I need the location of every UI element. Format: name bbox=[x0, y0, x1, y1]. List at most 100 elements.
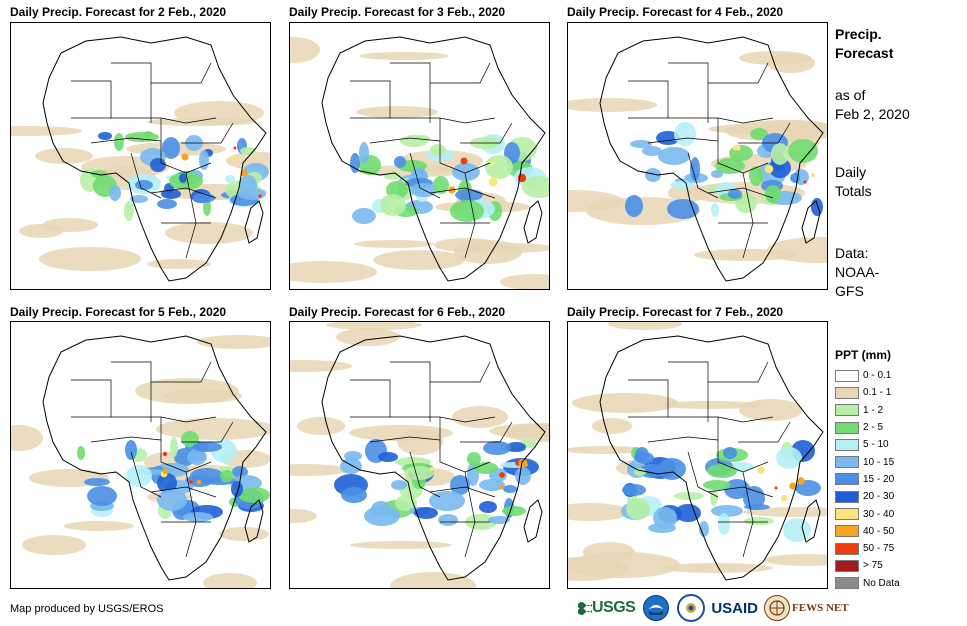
precip-area bbox=[359, 142, 369, 164]
country-border bbox=[181, 421, 234, 443]
totals-line1: Daily bbox=[835, 164, 867, 180]
country-border bbox=[151, 62, 212, 84]
legend-item: 5 - 10 bbox=[835, 436, 900, 453]
heavy-precip-spot bbox=[181, 153, 189, 161]
panel-title-6: Daily Precip. Forecast for 7 Feb., 2020 bbox=[567, 305, 784, 319]
country-border bbox=[369, 436, 441, 443]
legend-item: 50 - 75 bbox=[835, 540, 900, 557]
precip-area bbox=[715, 158, 745, 174]
country-border bbox=[150, 486, 217, 498]
precip-area bbox=[723, 447, 737, 459]
legend-item: 40 - 50 bbox=[835, 523, 900, 540]
precip-area bbox=[771, 143, 789, 165]
heavy-precip-spot bbox=[490, 162, 494, 166]
usaid-logo-text: USAID bbox=[711, 599, 759, 617]
usgs-wave-icon bbox=[578, 602, 592, 615]
madagascar-outline bbox=[244, 499, 264, 543]
precip-area bbox=[179, 173, 187, 183]
precip-map bbox=[568, 36, 827, 282]
panel-title-1: Daily Precip. Forecast for 2 Feb., 2020 bbox=[10, 5, 227, 19]
country-border bbox=[111, 117, 217, 124]
precip-map bbox=[11, 36, 270, 282]
legend-item: No Data bbox=[835, 575, 900, 592]
legend-label: 5 - 10 bbox=[863, 439, 889, 451]
precip-area bbox=[157, 199, 177, 209]
precip-area bbox=[635, 447, 649, 463]
precip-area bbox=[711, 505, 743, 517]
country-border bbox=[464, 471, 476, 558]
madagascar-outline bbox=[523, 499, 543, 543]
heavy-precip-spot bbox=[764, 164, 774, 174]
country-border bbox=[687, 152, 719, 199]
country-border bbox=[430, 62, 491, 84]
precip-area bbox=[135, 180, 153, 190]
legend-item: > 75 bbox=[835, 557, 900, 574]
precip-map bbox=[290, 322, 549, 588]
map-panel-6 bbox=[567, 321, 828, 589]
africa-outline bbox=[599, 335, 824, 581]
heavy-precip-spot bbox=[460, 157, 468, 165]
africa-outline bbox=[321, 335, 546, 581]
precip-area bbox=[157, 473, 177, 493]
light-precip-area bbox=[359, 52, 449, 60]
country-border bbox=[90, 436, 162, 443]
precip-area bbox=[699, 521, 709, 537]
legend-label: 20 - 30 bbox=[863, 491, 895, 503]
precip-area bbox=[488, 516, 510, 524]
country-border bbox=[130, 152, 162, 199]
country-border bbox=[708, 361, 769, 383]
country-border bbox=[707, 486, 774, 498]
heavy-precip-spot bbox=[231, 155, 237, 161]
country-border bbox=[429, 187, 496, 199]
precip-area bbox=[126, 465, 152, 487]
precip-area bbox=[479, 501, 497, 513]
precip-area bbox=[744, 504, 770, 510]
precip-area bbox=[450, 200, 484, 222]
legend-label: 0.1 - 1 bbox=[863, 387, 892, 399]
country-border bbox=[429, 486, 496, 498]
precip-area bbox=[622, 484, 646, 496]
africa-outline bbox=[599, 36, 824, 282]
precip-area bbox=[341, 487, 367, 503]
precip-area bbox=[502, 506, 526, 516]
heavy-precip-spot bbox=[162, 468, 168, 474]
precip-area bbox=[515, 467, 531, 485]
heavy-precip-spot bbox=[803, 180, 807, 184]
country-border bbox=[130, 451, 162, 498]
heavy-precip-spot bbox=[757, 466, 765, 474]
country-border bbox=[464, 172, 476, 259]
light-precip-area bbox=[290, 261, 377, 283]
country-border bbox=[738, 122, 791, 144]
precip-area bbox=[77, 446, 85, 460]
precip-area bbox=[642, 146, 662, 156]
precip-area bbox=[162, 137, 180, 159]
legend-swatch bbox=[835, 490, 859, 503]
precip-area bbox=[711, 170, 723, 178]
light-precip-area bbox=[452, 406, 508, 428]
country-border bbox=[111, 416, 217, 423]
light-precip-area bbox=[568, 98, 657, 112]
country-border bbox=[181, 122, 234, 144]
precip-area bbox=[414, 507, 438, 519]
light-precip-area bbox=[592, 418, 632, 434]
legend-label: 15 - 20 bbox=[863, 473, 895, 485]
country-border bbox=[668, 62, 709, 123]
precip-area bbox=[744, 517, 774, 525]
heavy-precip-spot bbox=[780, 494, 788, 502]
country-border bbox=[708, 62, 769, 84]
precip-area bbox=[776, 447, 802, 469]
legend-item: 2 - 5 bbox=[835, 419, 900, 436]
heavy-precip-spot bbox=[797, 477, 805, 485]
country-border bbox=[390, 117, 496, 124]
panel-title-2: Daily Precip. Forecast for 3 Feb., 2020 bbox=[289, 5, 506, 19]
precip-area bbox=[728, 189, 742, 199]
light-precip-area bbox=[147, 118, 255, 126]
light-precip-area bbox=[219, 527, 269, 541]
precip-map bbox=[11, 335, 270, 588]
precip-area bbox=[344, 451, 362, 461]
precip-area bbox=[364, 506, 400, 526]
precip-area bbox=[788, 139, 818, 163]
legend-label: 40 - 50 bbox=[863, 525, 895, 537]
country-border bbox=[150, 187, 217, 199]
heavy-precip-spot bbox=[488, 177, 498, 187]
